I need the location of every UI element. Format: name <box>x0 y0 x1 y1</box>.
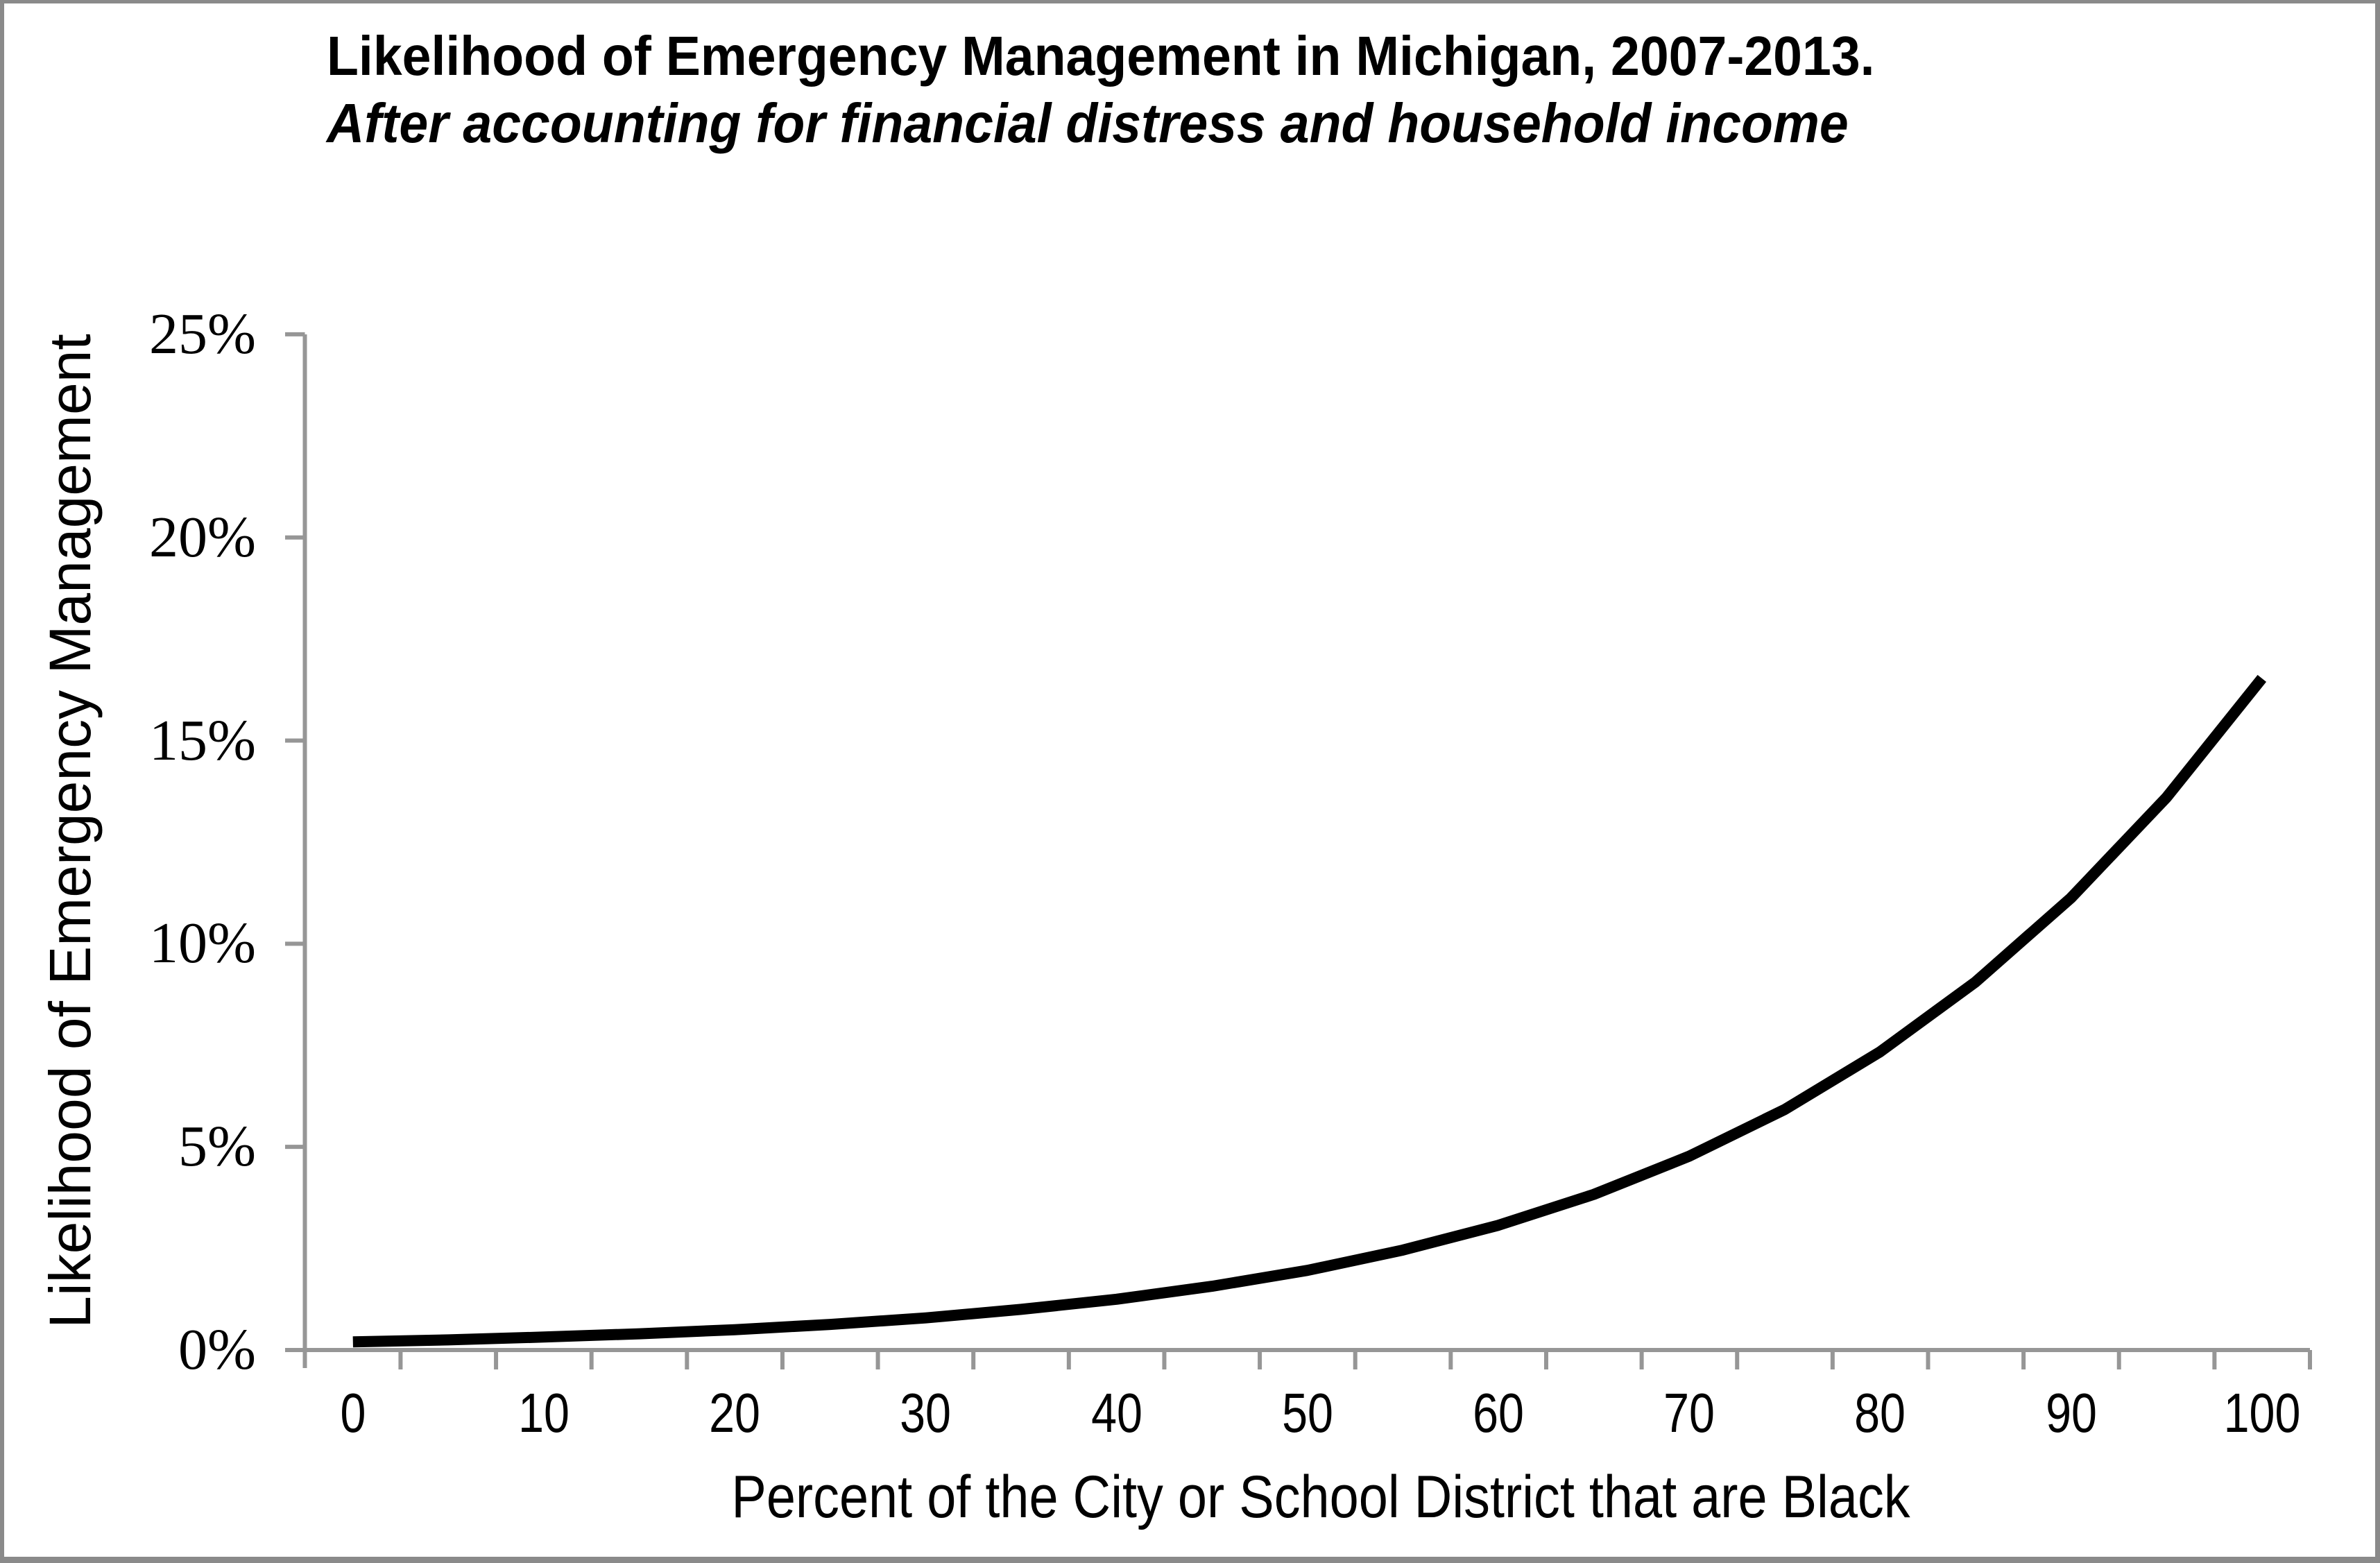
x-tick-label: 20 <box>709 1382 761 1444</box>
y-tick-label: 10% <box>149 911 256 976</box>
y-tick-label: 15% <box>149 708 256 773</box>
line-chart-plot-area <box>285 332 2312 1369</box>
x-tick-label: 30 <box>900 1382 952 1444</box>
y-tick-label: 25% <box>149 301 256 366</box>
x-tick-label: 50 <box>1281 1382 1333 1444</box>
x-tick-label: 0 <box>340 1382 366 1444</box>
y-tick-label: 20% <box>149 504 256 570</box>
x-tick-label: 90 <box>2045 1382 2097 1444</box>
x-tick-label: 60 <box>1473 1382 1524 1444</box>
likelihood-curve <box>352 674 2267 1348</box>
chart-subtitle: After accounting for financial distress … <box>327 92 1849 154</box>
y-tick-label: 0% <box>178 1317 256 1382</box>
y-tick-label: 5% <box>178 1114 256 1179</box>
x-tick-label: 80 <box>1854 1382 1906 1444</box>
x-tick-label: 40 <box>1090 1382 1142 1444</box>
x-tick-label: 70 <box>1663 1382 1715 1444</box>
x-tick-label: 10 <box>518 1382 570 1444</box>
chart-title: Likelihood of Emergency Management in Mi… <box>327 25 1875 87</box>
x-axis-title: Percent of the City or School District t… <box>731 1464 1910 1530</box>
x-tick-label: 100 <box>2223 1382 2301 1444</box>
